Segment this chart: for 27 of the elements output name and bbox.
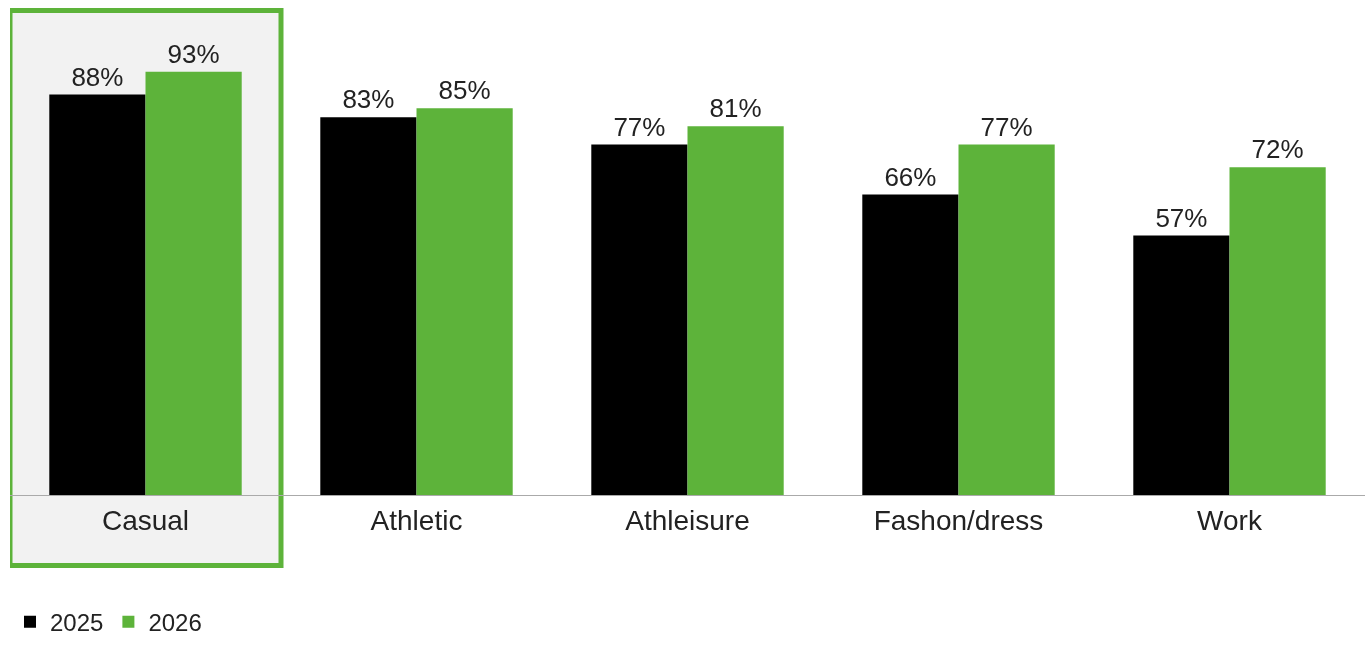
bar [687, 126, 784, 495]
legend-label: 2025 [50, 609, 104, 637]
data-label: 77% [613, 111, 666, 142]
bar [862, 194, 959, 495]
bar [1133, 235, 1230, 495]
data-label: 81% [709, 93, 762, 124]
x-tick-label: Athleisure [625, 504, 750, 536]
bar [416, 108, 513, 495]
data-label: 85% [438, 75, 491, 106]
data-label: 72% [1251, 134, 1304, 165]
data-label: 88% [71, 61, 124, 92]
bar [958, 144, 1055, 495]
data-label: 93% [167, 38, 220, 69]
x-tick-label: Athletic [370, 504, 463, 536]
bar [145, 71, 242, 495]
x-tick-label: Fashon/dress [873, 504, 1044, 536]
x-tick-label: Work [1197, 504, 1263, 536]
data-label: 77% [980, 111, 1033, 142]
data-label: 83% [342, 84, 395, 115]
bar [49, 94, 146, 495]
x-tick-label: Casual [101, 504, 190, 536]
bar [591, 144, 688, 495]
data-label: 66% [884, 161, 937, 192]
legend-label: 2026 [148, 609, 202, 637]
bar [320, 117, 417, 495]
data-label: 57% [1155, 202, 1208, 233]
bar [1229, 167, 1326, 495]
